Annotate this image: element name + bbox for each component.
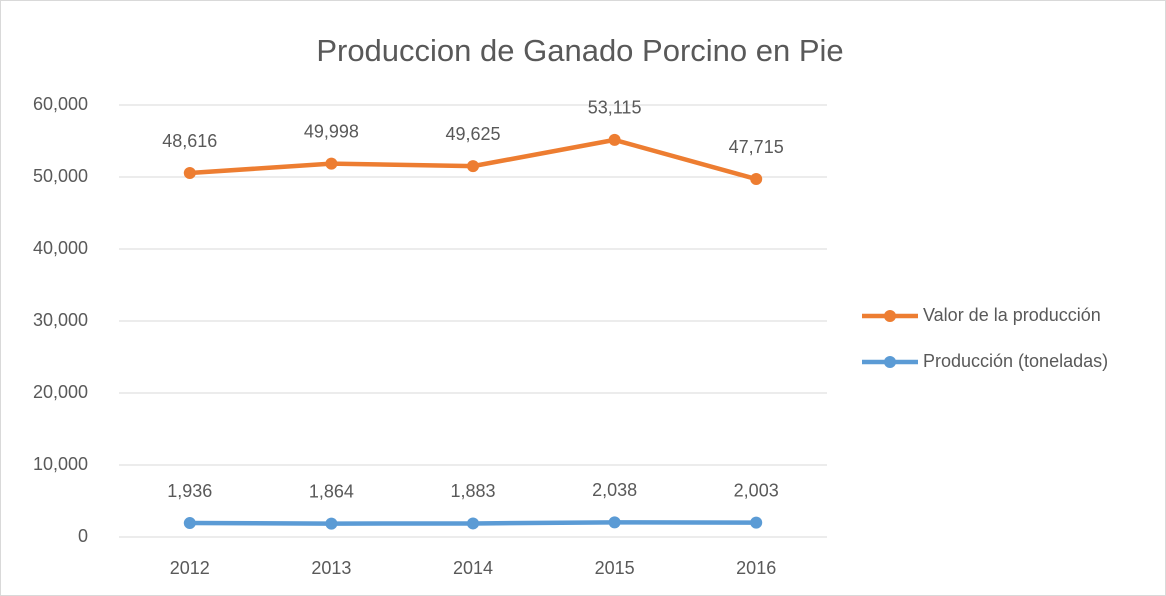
data-label: 1,864 [309,481,354,501]
data-point [183,167,196,180]
y-tick-label: 20,000 [33,382,88,402]
data-label: 48,616 [162,131,217,151]
data-label: 49,625 [445,124,500,144]
data-point [608,516,621,529]
x-tick-label: 2015 [595,558,635,578]
legend-label: Valor de la producción [923,305,1101,325]
data-label: 1,936 [167,481,212,501]
x-tick-label: 2014 [453,558,493,578]
data-point [183,517,196,530]
x-tick-label: 2012 [170,558,210,578]
data-point [608,133,621,146]
data-label: 49,998 [304,121,359,141]
y-tick-label: 10,000 [33,454,88,474]
legend-marker [884,356,896,368]
y-tick-label: 30,000 [33,310,88,330]
data-point [325,517,338,530]
data-point [750,516,763,529]
data-point [467,517,479,530]
y-tick-label: 60,000 [33,94,88,114]
data-point [467,160,479,173]
data-label: 1,883 [450,481,495,501]
legend-label: Producción (toneladas) [923,351,1108,371]
x-tick-label: 2013 [311,558,351,578]
data-label: 2,038 [592,480,637,500]
x-tick-label: 2016 [736,558,776,578]
data-label: 53,115 [588,98,642,118]
data-point [325,157,338,170]
data-point [750,173,763,186]
y-tick-label: 40,000 [33,238,88,258]
data-label: 47,715 [729,137,784,157]
data-label: 2,003 [734,480,779,500]
y-tick-label: 50,000 [33,166,88,186]
y-tick-label: 0 [78,526,88,546]
legend-marker [884,310,896,322]
chart-title: Produccion de Ganado Porcino en Pie [316,33,843,68]
